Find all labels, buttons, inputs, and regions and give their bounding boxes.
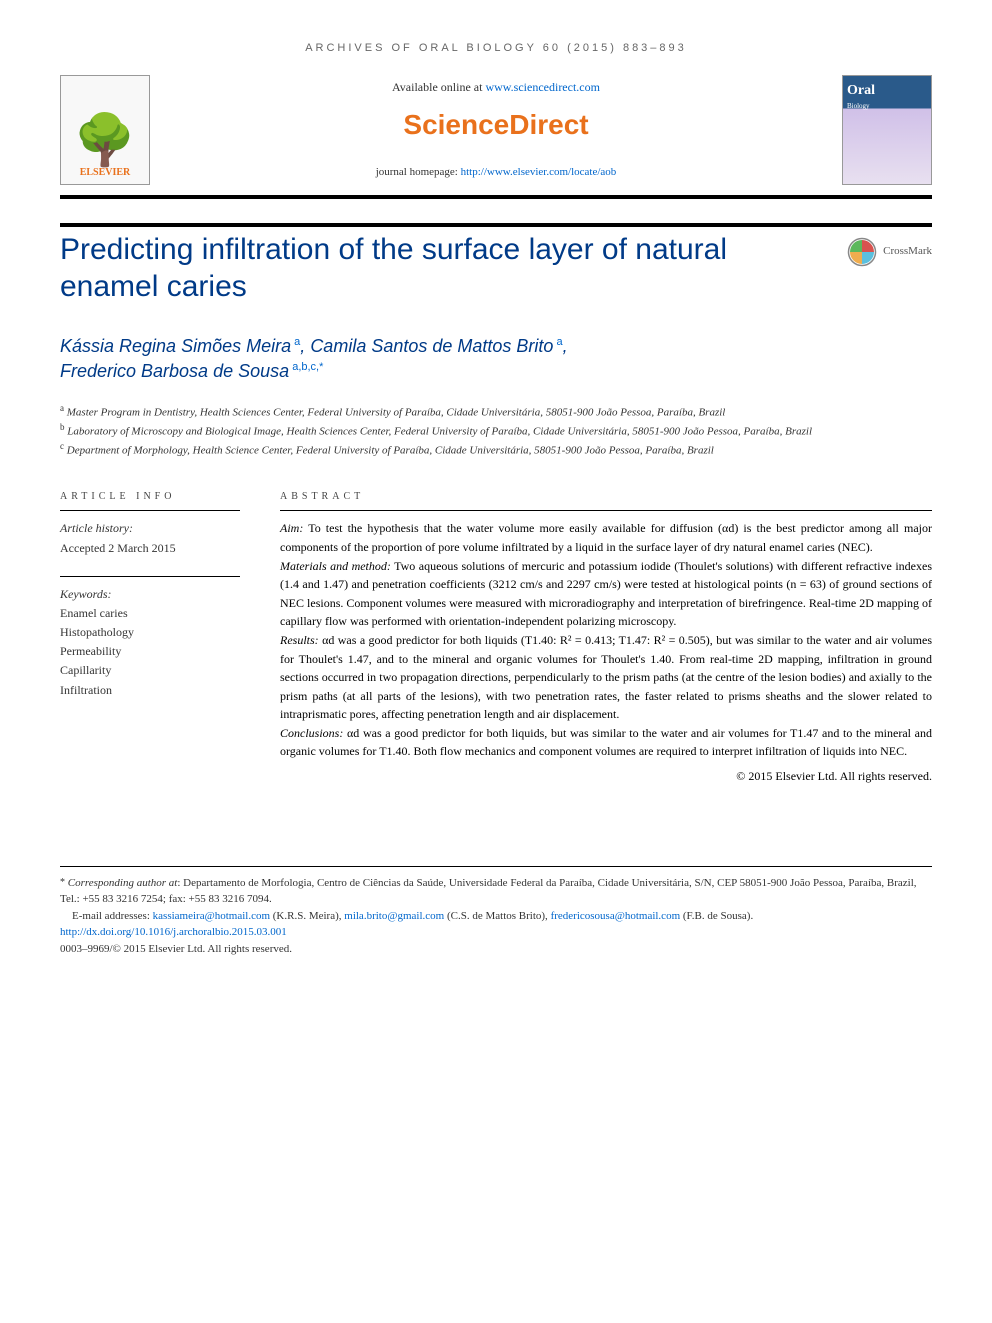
abstract-copyright: © 2015 Elsevier Ltd. All rights reserved… [280, 767, 932, 786]
available-online-line: Available online at www.sciencedirect.co… [170, 78, 822, 96]
affiliation-a: a Master Program in Dentistry, Health Sc… [60, 402, 932, 421]
available-prefix: Available online at [392, 80, 485, 94]
affiliation-c: c Department of Morphology, Health Scien… [60, 440, 932, 459]
sciencedirect-url[interactable]: www.sciencedirect.com [485, 80, 600, 94]
tree-icon: 🌳 [74, 115, 136, 165]
author-1: Kássia Regina Simões Meira [60, 336, 291, 356]
article-info-header: ARTICLE INFO [60, 489, 240, 504]
email-line: E-mail addresses: kassiameira@hotmail.co… [60, 908, 932, 925]
keyword-item: Capillarity [60, 661, 240, 680]
corresponding-star: * [319, 361, 323, 373]
keyword-item: Infiltration [60, 681, 240, 700]
email-3-who: (F.B. de Sousa). [680, 910, 753, 922]
affiliation-b: b Laboratory of Microscopy and Biologica… [60, 421, 932, 440]
keywords-label: Keywords: [60, 585, 240, 604]
article-history-block: Article history: Accepted 2 March 2015 [60, 510, 240, 557]
abstract-aim-label: Aim: [280, 521, 303, 535]
keyword-item: Histopathology [60, 623, 240, 642]
homepage-prefix: journal homepage: [376, 166, 461, 178]
history-accepted: Accepted 2 March 2015 [60, 539, 240, 558]
keywords-block: Keywords: Enamel caries Histopathology P… [60, 576, 240, 700]
abstract-results: αd was a good predictor for both liquids… [280, 633, 932, 721]
abstract-column: ABSTRACT Aim: To test the hypothesis tha… [280, 489, 932, 785]
keyword-item: Permeability [60, 642, 240, 661]
corr-text: : Departamento de Morfologia, Centro de … [60, 877, 917, 906]
journal-homepage-line: journal homepage: http://www.elsevier.co… [170, 164, 822, 181]
abstract-header: ABSTRACT [280, 489, 932, 504]
author-1-affil: a [291, 336, 300, 348]
email-2-who: (C.S. de Mattos Brito), [444, 910, 550, 922]
footer-block: * Corresponding author at: Departamento … [60, 866, 932, 958]
crossmark-badge[interactable]: CrossMark [847, 237, 932, 267]
top-banner: 🌳 ELSEVIER Available online at www.scien… [60, 75, 932, 199]
journal-cover[interactable]: Oral Biology [842, 75, 932, 185]
banner-center: Available online at www.sciencedirect.co… [150, 78, 842, 181]
elsevier-label: ELSEVIER [80, 165, 131, 180]
corr-label: Corresponding author at [68, 877, 178, 889]
author-3-affil: a,b,c,* [289, 361, 323, 373]
article-info-column: ARTICLE INFO Article history: Accepted 2… [60, 489, 240, 785]
affiliations: a Master Program in Dentistry, Health Sc… [60, 402, 932, 459]
crossmark-label: CrossMark [883, 243, 932, 260]
abstract-body: Aim: To test the hypothesis that the wat… [280, 510, 932, 785]
email-1[interactable]: kassiameira@hotmail.com [153, 910, 270, 922]
email-2[interactable]: mila.brito@gmail.com [344, 910, 444, 922]
doi-link[interactable]: http://dx.doi.org/10.1016/j.archoralbio.… [60, 926, 287, 938]
abstract-conclusions-label: Conclusions: [280, 726, 343, 740]
issn-copyright: 0003–9969/© 2015 Elsevier Ltd. All right… [60, 941, 932, 958]
homepage-url[interactable]: http://www.elsevier.com/locate/aob [461, 166, 617, 178]
sciencedirect-logo[interactable]: ScienceDirect [170, 104, 822, 146]
email-label: E-mail addresses: [72, 910, 153, 922]
journal-cover-title: Oral [847, 80, 927, 101]
crossmark-icon [847, 237, 877, 267]
article-title: Predicting infiltration of the surface l… [60, 231, 831, 306]
history-label: Article history: [60, 519, 240, 538]
email-1-who: (K.R.S. Meira), [270, 910, 344, 922]
elsevier-logo[interactable]: 🌳 ELSEVIER [60, 75, 150, 185]
journal-cover-subtitle: Biology [847, 101, 927, 112]
corresponding-author: * Corresponding author at: Departamento … [60, 875, 932, 908]
author-2: Camila Santos de Mattos Brito [310, 336, 553, 356]
abstract-results-label: Results: [280, 633, 319, 647]
abstract-aim: To test the hypothesis that the water vo… [280, 521, 932, 554]
author-2-affil: a [553, 336, 562, 348]
keyword-item: Enamel caries [60, 604, 240, 623]
author-3: Frederico Barbosa de Sousa [60, 361, 289, 381]
author-list: Kássia Regina Simões Meira a, Camila San… [60, 334, 932, 384]
email-3[interactable]: fredericosousa@hotmail.com [551, 910, 681, 922]
abstract-conclusions: αd was a good predictor for both liquids… [280, 726, 932, 759]
abstract-methods-label: Materials and method: [280, 559, 391, 573]
running-head: ARCHIVES OF ORAL BIOLOGY 60 (2015) 883–8… [60, 40, 932, 57]
